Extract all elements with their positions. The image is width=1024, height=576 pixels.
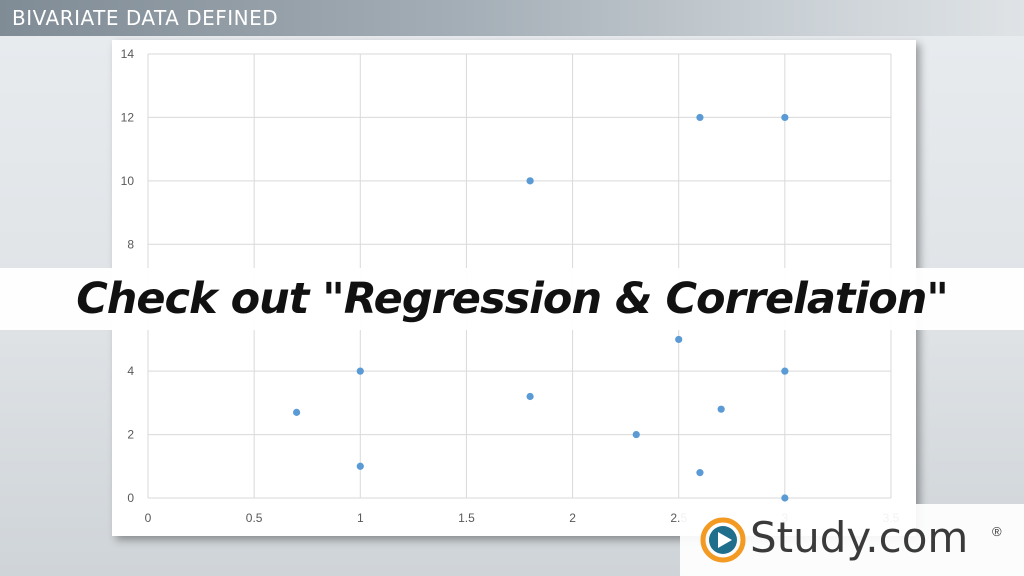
data-point	[526, 177, 534, 185]
slide-header-bar: BIVARIATE DATA DEFINED	[0, 0, 1024, 36]
brand-watermark: Study.com ®	[680, 504, 1024, 576]
data-point	[356, 462, 364, 470]
data-point	[696, 113, 704, 122]
caption-banner: Check out "Regression & Correlation"	[0, 268, 1024, 330]
data-point	[717, 405, 725, 413]
brand-registered-mark: ®	[992, 524, 1002, 539]
play-logo-icon	[700, 517, 746, 563]
y-tick-label: 0	[127, 491, 134, 505]
x-tick-label: 0.5	[246, 511, 263, 525]
data-point	[526, 392, 534, 401]
slide-title: BIVARIATE DATA DEFINED	[12, 6, 279, 30]
x-tick-label: 2	[569, 511, 576, 525]
x-tick-label: 1.5	[458, 511, 475, 525]
data-point	[293, 408, 301, 416]
y-tick-label: 2	[127, 428, 134, 442]
y-tick-label: 4	[127, 364, 134, 378]
data-point	[781, 367, 789, 375]
x-tick-label: 0	[145, 511, 152, 525]
data-point	[781, 113, 789, 122]
data-point	[356, 367, 364, 375]
data-point	[675, 335, 683, 344]
x-tick-label: 1	[357, 511, 364, 525]
caption-text: Check out "Regression & Correlation"	[76, 274, 949, 324]
data-point	[696, 469, 704, 477]
y-tick-label: 12	[121, 110, 135, 124]
data-point	[632, 430, 640, 439]
y-tick-label: 10	[121, 174, 135, 188]
data-points	[293, 113, 789, 502]
brand-name: Study.com	[750, 513, 969, 562]
y-tick-label: 8	[127, 237, 134, 251]
data-point	[781, 494, 789, 502]
y-tick-label: 14	[121, 47, 135, 61]
